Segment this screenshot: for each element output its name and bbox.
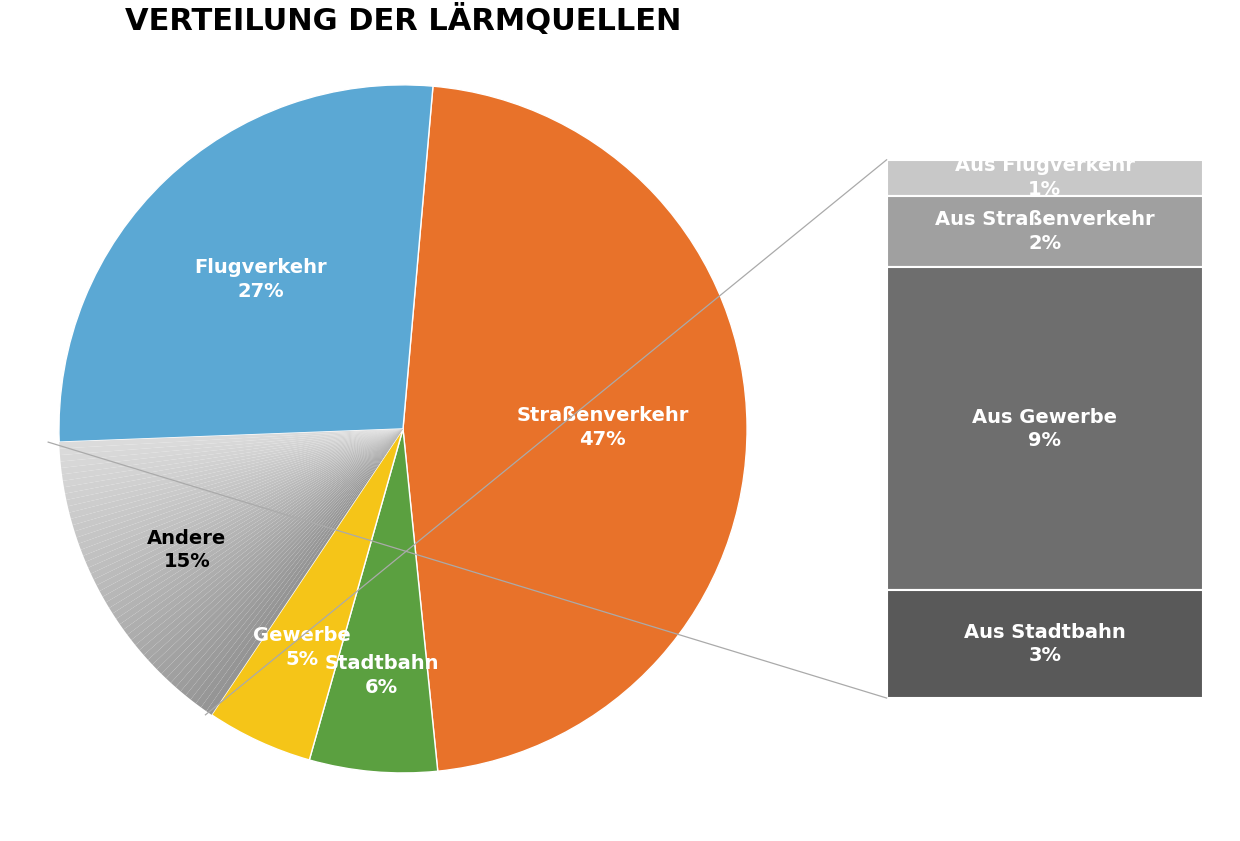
Text: Andere
15%: Andere 15% bbox=[148, 528, 227, 571]
Wedge shape bbox=[103, 429, 403, 602]
Wedge shape bbox=[201, 429, 403, 711]
Wedge shape bbox=[181, 429, 403, 696]
Wedge shape bbox=[67, 429, 403, 506]
Wedge shape bbox=[176, 429, 403, 691]
Wedge shape bbox=[131, 429, 403, 645]
Text: Aus Stadtbahn
3%: Aus Stadtbahn 3% bbox=[963, 623, 1126, 665]
Wedge shape bbox=[60, 85, 433, 442]
Wedge shape bbox=[69, 429, 403, 519]
Text: Stadtbahn
6%: Stadtbahn 6% bbox=[324, 654, 439, 697]
Wedge shape bbox=[120, 429, 403, 630]
Wedge shape bbox=[128, 429, 403, 640]
Wedge shape bbox=[186, 429, 403, 700]
Wedge shape bbox=[62, 429, 403, 481]
Bar bbox=[887, 160, 1203, 196]
Wedge shape bbox=[64, 429, 403, 494]
Wedge shape bbox=[109, 429, 403, 613]
Wedge shape bbox=[64, 429, 403, 500]
Wedge shape bbox=[309, 429, 438, 773]
Wedge shape bbox=[117, 429, 403, 624]
Wedge shape bbox=[86, 429, 403, 568]
Wedge shape bbox=[71, 429, 403, 525]
Wedge shape bbox=[78, 429, 403, 550]
Wedge shape bbox=[74, 429, 403, 537]
Wedge shape bbox=[88, 429, 403, 574]
Wedge shape bbox=[153, 429, 403, 669]
Text: Gewerbe
5%: Gewerbe 5% bbox=[253, 627, 351, 669]
Wedge shape bbox=[81, 429, 403, 556]
Wedge shape bbox=[113, 429, 403, 619]
Wedge shape bbox=[206, 429, 403, 715]
Bar bbox=[887, 267, 1203, 590]
Wedge shape bbox=[148, 429, 403, 664]
Bar bbox=[887, 590, 1203, 698]
Wedge shape bbox=[60, 429, 403, 462]
Wedge shape bbox=[196, 429, 403, 707]
Wedge shape bbox=[91, 429, 403, 579]
Wedge shape bbox=[60, 429, 403, 455]
Wedge shape bbox=[105, 429, 403, 608]
Wedge shape bbox=[77, 429, 403, 543]
Wedge shape bbox=[212, 429, 403, 760]
Wedge shape bbox=[135, 429, 403, 650]
Wedge shape bbox=[94, 429, 403, 585]
Wedge shape bbox=[99, 429, 403, 597]
Wedge shape bbox=[61, 429, 403, 468]
Wedge shape bbox=[97, 429, 403, 591]
Wedge shape bbox=[403, 86, 746, 771]
Bar bbox=[887, 196, 1203, 267]
Wedge shape bbox=[171, 429, 403, 687]
Wedge shape bbox=[124, 429, 403, 635]
Text: Flugverkehr
27%: Flugverkehr 27% bbox=[195, 258, 327, 301]
Wedge shape bbox=[191, 429, 403, 704]
Text: Aus Gewerbe
9%: Aus Gewerbe 9% bbox=[972, 408, 1117, 450]
Text: Aus Straßenverkehr
2%: Aus Straßenverkehr 2% bbox=[935, 210, 1154, 253]
Wedge shape bbox=[83, 429, 403, 562]
Wedge shape bbox=[60, 429, 403, 448]
Wedge shape bbox=[60, 429, 403, 715]
Text: Aus Flugverkehr
1%: Aus Flugverkehr 1% bbox=[955, 156, 1135, 199]
Wedge shape bbox=[144, 429, 403, 660]
Wedge shape bbox=[166, 429, 403, 683]
Title: VERTEILUNG DER LÄRMQUELLEN: VERTEILUNG DER LÄRMQUELLEN bbox=[125, 3, 681, 35]
Wedge shape bbox=[156, 429, 403, 674]
Wedge shape bbox=[68, 429, 403, 513]
Wedge shape bbox=[61, 429, 403, 474]
Wedge shape bbox=[63, 429, 403, 487]
Wedge shape bbox=[73, 429, 403, 532]
Wedge shape bbox=[139, 429, 403, 655]
Text: Straßenverkehr
47%: Straßenverkehr 47% bbox=[516, 406, 688, 449]
Wedge shape bbox=[161, 429, 403, 679]
